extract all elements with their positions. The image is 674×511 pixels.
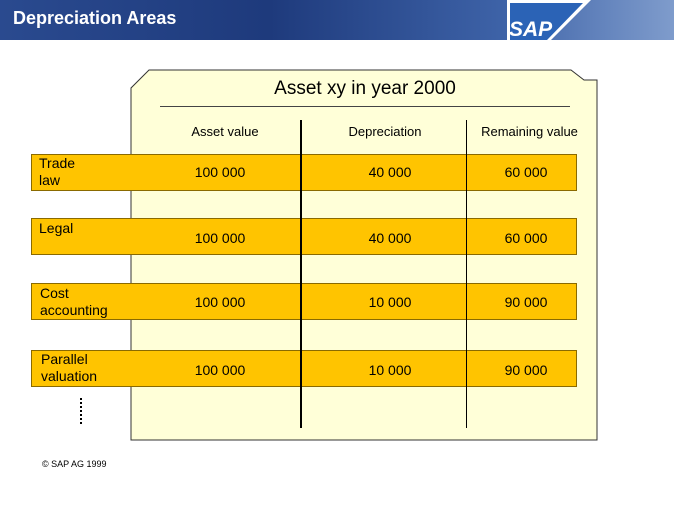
cell-remaining-value: 60 000 [504, 164, 548, 180]
row-bar-trade-law [31, 154, 577, 191]
cell-asset-value: 100 000 [194, 230, 246, 246]
asset-card-title: Asset xy in year 2000 [274, 78, 456, 99]
cell-depreciation: 40 000 [368, 230, 412, 246]
row-bar-legal [31, 218, 577, 255]
cell-depreciation: 40 000 [368, 164, 412, 180]
copyright-notice: © SAP AG 1999 [42, 459, 107, 469]
column-header-remaining-value: Remaining value [481, 124, 578, 139]
column-header-depreciation: Depreciation [348, 124, 422, 139]
row-label: Parallel valuation [41, 351, 98, 384]
row-label: Legal [39, 220, 74, 236]
cell-remaining-value: 90 000 [504, 362, 548, 378]
row-label: Cost accounting [40, 285, 108, 318]
column-separator [300, 120, 302, 428]
sap-logo-icon [507, 0, 591, 42]
row-label: Trade law [39, 155, 76, 188]
column-header-asset-value: Asset value [191, 124, 259, 139]
cell-remaining-value: 60 000 [504, 230, 548, 246]
cell-remaining-value: 90 000 [504, 294, 548, 310]
cell-asset-value: 100 000 [194, 362, 246, 378]
row-bar-cost-accounting [31, 283, 577, 320]
cell-depreciation: 10 000 [368, 294, 412, 310]
continuation-dots [80, 398, 84, 424]
cell-asset-value: 100 000 [194, 294, 246, 310]
cell-depreciation: 10 000 [368, 362, 412, 378]
row-bar-parallel-valuation [31, 350, 577, 387]
page-title: Depreciation Areas [13, 8, 177, 28]
sap-logo-text: SAP [509, 18, 553, 41]
column-separator [466, 120, 467, 428]
cell-asset-value: 100 000 [194, 164, 246, 180]
title-divider [160, 106, 570, 107]
